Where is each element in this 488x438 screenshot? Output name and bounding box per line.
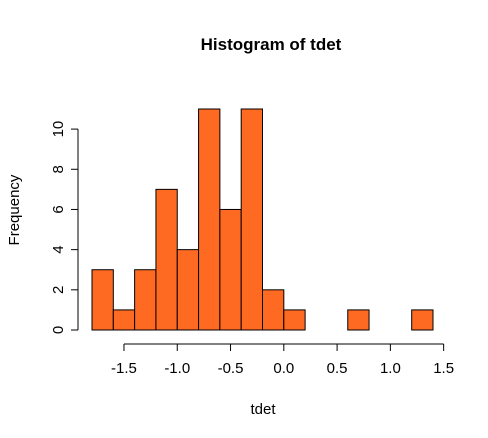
histogram-bar (411, 309, 434, 331)
histogram-bar (219, 208, 242, 331)
histogram-bar (198, 108, 221, 331)
y-tick-label: 8 (50, 165, 67, 173)
histogram-bar (240, 108, 263, 331)
x-tick-label: 0.5 (327, 360, 348, 377)
histogram-bar (283, 309, 306, 331)
histogram-bar (347, 309, 370, 331)
y-tick-label: 6 (50, 205, 67, 213)
x-tick-label: 0.0 (273, 360, 294, 377)
y-tick-label: 2 (50, 286, 67, 294)
histogram-bar (262, 289, 285, 331)
x-tick-label: 1.5 (433, 360, 454, 377)
histogram-bar (176, 249, 200, 331)
histogram-bar (91, 269, 114, 331)
x-tick-label: 1.0 (380, 360, 401, 377)
y-tick-label: 0 (50, 326, 67, 334)
y-tick-label: 10 (50, 121, 67, 138)
x-tick-label: -0.5 (218, 360, 244, 377)
x-axis-label: tdet (250, 401, 276, 418)
histogram-bar (155, 188, 178, 331)
histogram-bar (134, 269, 157, 331)
x-tick-label: -1.5 (111, 360, 137, 377)
bars-group (91, 108, 434, 331)
x-tick-label: -1.0 (164, 360, 190, 377)
y-axis-label: Frequency (6, 174, 23, 245)
chart-title: Histogram of tdet (201, 35, 342, 54)
y-tick-label: 4 (50, 245, 67, 253)
histogram-bar (112, 309, 136, 331)
y-axis: 0 2 4 6 8 10 (50, 121, 79, 334)
x-axis: -1.5 -1.0 -0.5 0.0 0.5 1.0 1.5 (111, 343, 454, 377)
